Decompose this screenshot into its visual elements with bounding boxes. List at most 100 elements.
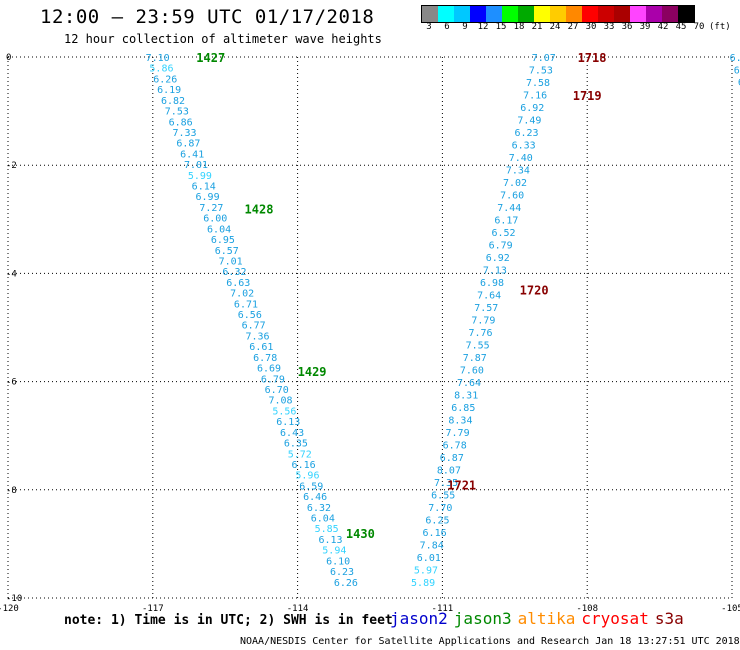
wave-height-value: 6.59 bbox=[299, 481, 323, 492]
wave-height-value: 6.77 bbox=[242, 321, 266, 332]
wave-height-value: 7.02 bbox=[230, 289, 254, 300]
wave-height-value: 8.07 bbox=[437, 465, 461, 476]
colorbar-label: 33 bbox=[603, 22, 615, 32]
wave-height-value: 6.26 bbox=[334, 578, 358, 589]
wave-height-value: 6.98 bbox=[480, 278, 504, 289]
wave-height-value: 6.46 bbox=[303, 492, 327, 503]
x-tick-label: -120 bbox=[0, 604, 19, 614]
colorbar-label: 12 bbox=[477, 22, 489, 32]
colorbar-swatch bbox=[566, 6, 582, 22]
wave-height-value: 7.02 bbox=[503, 178, 527, 189]
wave-height-value: 6.92 bbox=[486, 253, 510, 264]
track-s3a: 6.146.386.687.096.286.86.45.9 bbox=[730, 53, 740, 89]
colorbar-swatch bbox=[422, 6, 438, 22]
wave-height-value: 6.41 bbox=[180, 149, 204, 160]
y-tick-label: -2 bbox=[6, 161, 17, 171]
wave-height-value: 6.26 bbox=[153, 74, 177, 85]
wave-height-value: 7.60 bbox=[460, 365, 484, 376]
wave-height-value: 5.86 bbox=[149, 64, 173, 75]
x-tick-label: -108 bbox=[576, 604, 598, 614]
wave-height-value: 7.79 bbox=[471, 315, 495, 326]
wave-height-value: 6.92 bbox=[520, 103, 544, 114]
pass-time-label: 1718 bbox=[578, 51, 607, 65]
wave-height-value: 7.10 bbox=[146, 53, 170, 64]
wave-height-value: 7.08 bbox=[269, 396, 293, 407]
wave-height-value: 6.17 bbox=[494, 215, 518, 226]
wave-height-value: 6.68 bbox=[738, 78, 740, 89]
wave-height-value: 5.72 bbox=[288, 449, 312, 460]
wave-height-value: 5.56 bbox=[272, 406, 296, 417]
wave-height-value: 6.32 bbox=[307, 503, 331, 514]
colorbar-label: 42 bbox=[657, 22, 669, 32]
colorbar-label: 9 bbox=[462, 22, 468, 32]
colorbar-label: 70 bbox=[693, 22, 705, 32]
wave-height-value: 6.00 bbox=[203, 214, 227, 225]
wave-height-value: 6.19 bbox=[157, 85, 181, 96]
colorbar-swatch bbox=[486, 6, 502, 22]
colorbar-label: 45 bbox=[675, 22, 687, 32]
wave-height-value: 6.78 bbox=[253, 353, 277, 364]
wave-height-value: 6.82 bbox=[161, 96, 185, 107]
colorbar-swatch bbox=[614, 6, 630, 22]
wave-height-value: 5.94 bbox=[322, 546, 346, 557]
wave-height-value: 6.87 bbox=[440, 453, 464, 464]
wave-height-value: 6.69 bbox=[257, 364, 281, 375]
wave-height-value: 6.14 bbox=[192, 182, 216, 193]
units-note: note: 1) Time is in UTC; 2) SWH is in fe… bbox=[64, 613, 393, 628]
satellite-legend-cryosat: cryosat bbox=[581, 609, 649, 628]
wave-height-value: 6.55 bbox=[431, 490, 455, 501]
wave-height-value: 6.32 bbox=[222, 267, 246, 278]
colorbar-label: 30 bbox=[585, 22, 597, 32]
map-grid bbox=[7, 56, 733, 599]
wave-height-value: 7.36 bbox=[245, 331, 269, 342]
wave-height-value: 6.79 bbox=[489, 240, 513, 251]
wave-height-value: 7.53 bbox=[529, 65, 553, 76]
wave-height-value: 7.35 bbox=[434, 478, 458, 489]
colorbar-label: 24 bbox=[549, 22, 561, 32]
wave-height-value: 7.34 bbox=[506, 165, 530, 176]
pass-time-label: 1427 bbox=[196, 51, 225, 65]
wave-height-value: 7.70 bbox=[428, 503, 452, 514]
wave-height-value: 6.78 bbox=[443, 440, 467, 451]
wave-height-value: 7.01 bbox=[184, 160, 208, 171]
wave-height-value: 5.97 bbox=[414, 565, 438, 576]
satellite-legend-altika: altika bbox=[517, 609, 576, 628]
x-tick-label: -117 bbox=[142, 604, 164, 614]
wave-height-value: 6.04 bbox=[207, 224, 231, 235]
wave-height-value: 6.38 bbox=[734, 65, 740, 76]
colorbar-label: 6 bbox=[444, 22, 450, 32]
wave-height-value: 5.99 bbox=[188, 171, 212, 182]
footer-credit: NOAA/NESDIS Center for Satellite Applica… bbox=[240, 636, 740, 647]
wave-height-value: 7.57 bbox=[474, 303, 498, 314]
y-tick-label: -6 bbox=[6, 378, 17, 388]
wave-height-value: 7.84 bbox=[420, 540, 444, 551]
wave-height-value: 6.13 bbox=[276, 417, 300, 428]
colorbar-swatch bbox=[502, 6, 518, 22]
colorbar-labels: 3 6 9 12 15 18 21 24 27 30 33 36 39 42 45 70 (ft) bbox=[421, 22, 740, 34]
map-tick-labels: -120 -117 -114 -111 -108 -105 0 -2 -4 -6 -8 -10 bbox=[0, 53, 740, 614]
wave-height-value: 6.33 bbox=[512, 140, 536, 151]
wave-height-value: 7.01 bbox=[219, 256, 243, 267]
satellite-legend: jason2 jason3 altika cryosat s3a bbox=[390, 609, 690, 628]
wave-height-value: 7.64 bbox=[457, 378, 481, 389]
y-tick-label: -10 bbox=[6, 594, 22, 604]
colorbar-label: 21 bbox=[531, 22, 543, 32]
wave-height-value: 6.79 bbox=[261, 374, 285, 385]
colorbar-swatch bbox=[534, 6, 550, 22]
wave-height-value: 6.35 bbox=[284, 439, 308, 450]
x-tick-label: -105 bbox=[721, 604, 740, 614]
wave-height-value: 7.16 bbox=[523, 90, 547, 101]
wave-height-value: 7.40 bbox=[509, 153, 533, 164]
wave-height-value: 7.33 bbox=[172, 128, 196, 139]
y-tick-label: -8 bbox=[6, 486, 17, 496]
wave-height-value: 6.61 bbox=[249, 342, 273, 353]
wave-height-value: 8.31 bbox=[454, 390, 478, 401]
pass-time-label: 1428 bbox=[245, 202, 274, 216]
wave-height-value: 7.44 bbox=[497, 203, 521, 214]
satellite-legend-jason3: jason3 bbox=[453, 609, 512, 628]
page-title: 12:00 – 23:59 UTC 01/17/2018 bbox=[40, 6, 375, 28]
pass-time-label: 1720 bbox=[520, 284, 549, 298]
wave-height-value: 6.57 bbox=[215, 246, 239, 257]
wave-height-value: 6.85 bbox=[451, 403, 475, 414]
wave-height-value: 6.56 bbox=[238, 310, 262, 321]
